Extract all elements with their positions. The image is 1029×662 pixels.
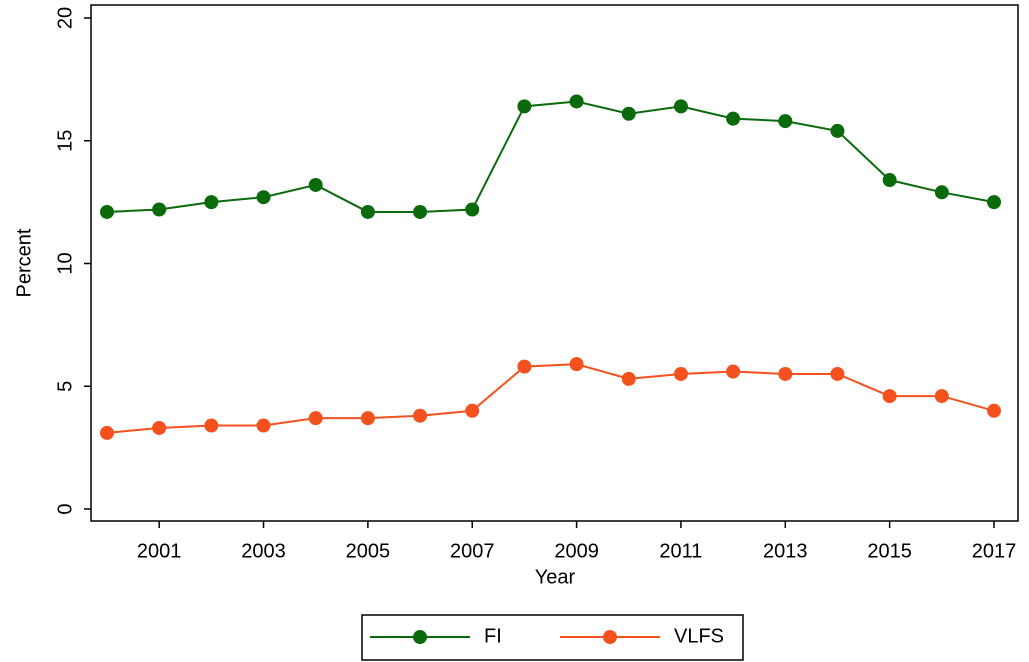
data-point: [726, 364, 741, 379]
x-tick-label: 2005: [346, 540, 391, 562]
series-line: [106, 100, 995, 213]
y-tick-label: 20: [54, 7, 76, 29]
legend-marker: [413, 630, 427, 644]
data-point: [778, 114, 793, 129]
data-point: [882, 389, 897, 404]
data-point: [778, 366, 793, 381]
data-point: [413, 408, 428, 423]
data-point: [569, 357, 584, 372]
y-tick-label: 10: [54, 252, 76, 274]
data-point: [726, 111, 741, 126]
plot-frame: [90, 4, 1019, 522]
x-tick-label: 2007: [450, 540, 495, 562]
y-tick-label: 0: [54, 503, 76, 514]
data-point: [308, 411, 323, 426]
data-point: [204, 195, 219, 210]
y-axis-label: Percent: [13, 228, 35, 297]
x-axis-label: Year: [535, 566, 576, 588]
legend-box: [361, 614, 744, 661]
data-point: [830, 366, 845, 381]
data-point: [204, 418, 219, 433]
data-point: [987, 195, 1001, 210]
x-tick-label: 2015: [867, 540, 912, 562]
y-tick-label: 15: [54, 130, 76, 152]
x-tick-label: 2003: [241, 540, 286, 562]
data-point: [360, 204, 375, 219]
data-point: [882, 173, 897, 188]
x-tick-label: 2009: [554, 540, 599, 562]
data-point: [569, 94, 584, 109]
x-tick-label: 2017: [972, 540, 1017, 562]
legend-marker: [603, 630, 617, 644]
data-point: [100, 204, 114, 219]
data-point: [934, 185, 949, 200]
x-tick-label: 2011: [659, 540, 702, 562]
data-point: [830, 123, 845, 138]
data-point: [413, 204, 428, 219]
data-point: [256, 190, 271, 205]
data-point: [621, 371, 636, 386]
data-point: [152, 202, 167, 217]
data-point: [360, 411, 375, 426]
data-point: [152, 420, 167, 435]
x-tick-label: 2013: [763, 540, 808, 562]
data-point: [987, 403, 1001, 418]
data-point: [100, 425, 114, 440]
y-tick-label: 5: [54, 381, 76, 392]
data-point: [621, 106, 636, 121]
data-point: [673, 99, 688, 114]
data-point: [308, 177, 323, 192]
data-point: [673, 366, 688, 381]
data-point: [465, 403, 480, 418]
series-line: [106, 363, 995, 434]
x-tick-label: 2001: [137, 540, 182, 562]
legend-label: VLFS: [674, 625, 724, 647]
data-point: [465, 202, 480, 217]
data-point: [934, 389, 949, 404]
data-point: [256, 418, 271, 433]
legend-label: FI: [484, 625, 502, 647]
data-point: [517, 99, 532, 114]
data-point: [517, 359, 532, 374]
